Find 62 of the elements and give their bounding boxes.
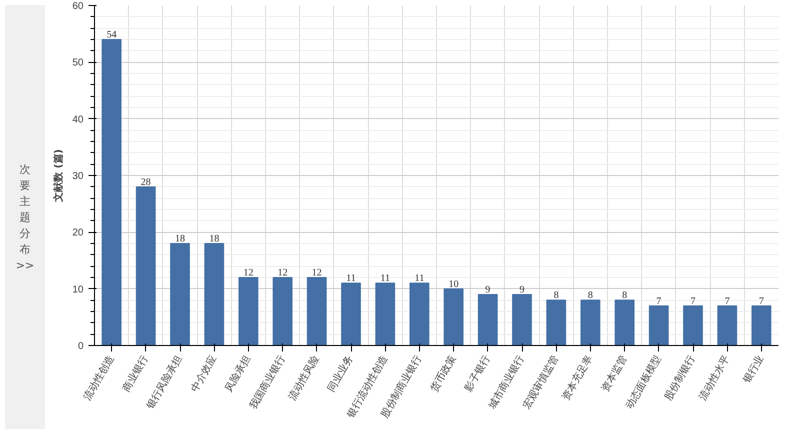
data-label: 7	[724, 296, 730, 307]
data-label: 12	[312, 268, 322, 278]
y-tick-label: 30	[72, 171, 84, 182]
x-tick-label: 流动性水平	[696, 353, 732, 403]
bar	[272, 277, 293, 346]
data-label: 11	[414, 273, 424, 284]
x-tick-label: 流动性风险	[286, 353, 322, 403]
y-tick-label: 20	[72, 228, 84, 239]
bar	[648, 305, 669, 346]
data-label: 12	[243, 268, 254, 278]
y-tick-label: 50	[72, 58, 84, 69]
data-label: 28	[140, 176, 151, 188]
bar	[751, 305, 772, 346]
bar	[238, 277, 258, 346]
x-tick-label: 风险承担	[222, 353, 254, 394]
bar	[306, 277, 327, 346]
data-label: 12	[278, 268, 288, 278]
y-tick-label: 10	[72, 284, 84, 296]
bar	[683, 305, 703, 346]
bar	[375, 282, 396, 346]
data-label: 18	[175, 234, 185, 244]
data-label: 7	[758, 296, 764, 307]
data-label: 7	[656, 296, 662, 307]
data-label: 8	[622, 290, 628, 302]
data-label: 54	[106, 30, 117, 40]
text: 次要主题分布 >>	[16, 162, 34, 274]
bar	[717, 305, 738, 346]
bar	[204, 243, 224, 346]
bar	[136, 186, 156, 346]
bar	[546, 300, 566, 346]
y-tick-label: 40	[72, 114, 84, 126]
bar	[409, 282, 430, 346]
bar	[341, 282, 361, 346]
y-tick-label: 60	[72, 1, 84, 12]
y-axis-title: 文献数 (篇)	[52, 149, 64, 203]
x-tick-label: 同业业务	[325, 353, 356, 394]
x-tick-label: 影子银行	[462, 353, 493, 394]
data-label: 9	[485, 284, 490, 296]
bar	[512, 294, 532, 346]
x-tick-label: 商业银行	[120, 353, 151, 394]
bar	[444, 288, 464, 346]
bar	[580, 300, 600, 346]
x-tick-label: 中介效应	[188, 353, 219, 394]
bar	[170, 243, 190, 346]
x-tick-label: 银行业	[740, 353, 766, 386]
data-label: 8	[554, 290, 559, 302]
x-tick-label: 资本监管	[598, 353, 630, 394]
x-tick-label: 货币政策	[428, 353, 458, 394]
data-label: 11	[346, 273, 356, 284]
x-tick-label: 流动性创造	[80, 353, 116, 403]
data-label: 10	[448, 278, 459, 290]
data-label: 11	[380, 273, 390, 284]
data-label: 18	[209, 234, 220, 244]
x-tick-label: 资本充足率	[560, 353, 596, 403]
data-label: 7	[690, 296, 696, 307]
data-label: 9	[520, 284, 524, 296]
bar	[102, 39, 122, 346]
data-label: 8	[588, 290, 593, 302]
bar	[478, 294, 498, 346]
y-tick-label: 0	[78, 341, 84, 352]
bar	[614, 300, 635, 346]
x-tick-label: 股份制银行	[662, 353, 698, 403]
